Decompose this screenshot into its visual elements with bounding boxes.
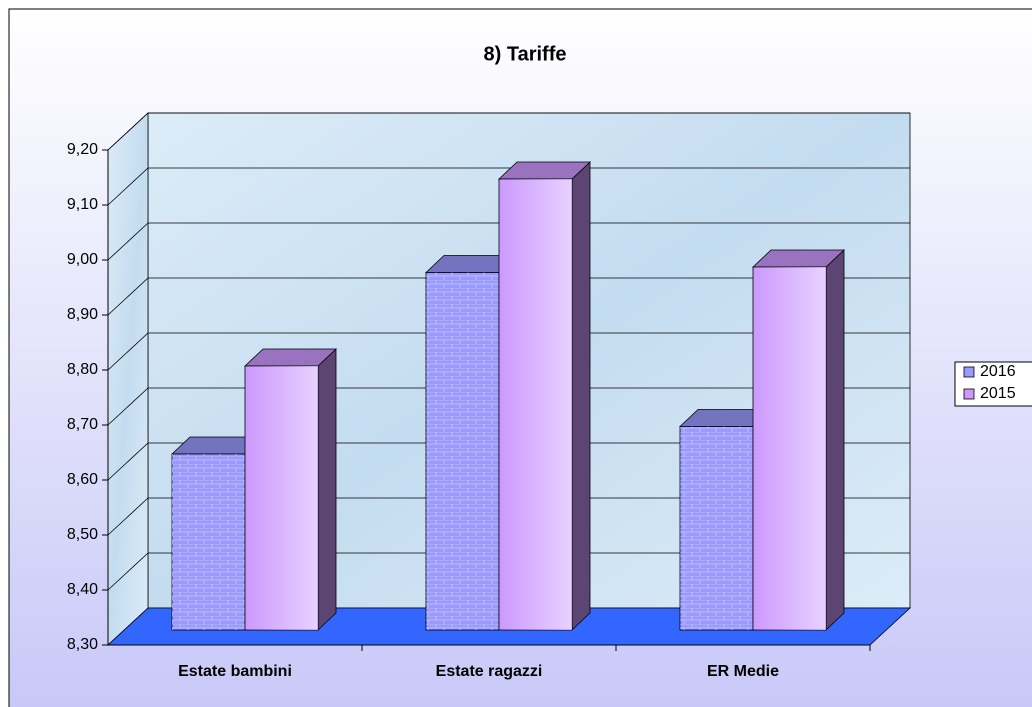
- x-tick-label: ER Medie: [707, 663, 779, 680]
- legend-label: 2015: [980, 385, 1016, 402]
- x-tick-label: Estate bambini: [178, 663, 292, 680]
- legend-swatch: [963, 388, 975, 400]
- y-tick-label: 8,30: [67, 636, 98, 653]
- bar-texture: [499, 179, 572, 630]
- grid-line: [107, 112, 910, 151]
- bar-side: [825, 249, 845, 631]
- y-tick-label: 8,60: [67, 471, 98, 488]
- y-tick-label: 8,80: [67, 361, 98, 378]
- bar-texture: [753, 267, 826, 630]
- x-tick-label: Estate ragazzi: [436, 663, 543, 680]
- grid-line: [107, 332, 910, 371]
- grid-line: [107, 442, 910, 481]
- legend-label: 2016: [980, 363, 1016, 380]
- y-tick-label: 9,20: [67, 141, 98, 158]
- bar-texture: [245, 366, 318, 630]
- side-wall: [107, 112, 149, 646]
- bar-side: [317, 348, 337, 631]
- y-tick-label: 8,70: [67, 416, 98, 433]
- grid-line: [107, 277, 910, 316]
- y-tick-label: 8,40: [67, 581, 98, 598]
- grid-line: [107, 387, 910, 426]
- y-tick-label: 8,50: [67, 526, 98, 543]
- grid-line: [107, 167, 910, 206]
- grid-line: [107, 497, 910, 536]
- grid-line: [107, 552, 910, 591]
- bar-texture: [426, 272, 499, 630]
- bar-texture: [172, 454, 245, 630]
- y-tick-label: 8,90: [67, 306, 98, 323]
- bar-side: [571, 161, 591, 631]
- y-tick-label: 9,00: [67, 251, 98, 268]
- y-tick-label: 9,10: [67, 196, 98, 213]
- grid-line: [107, 222, 910, 261]
- chart-title: 8) Tariffe: [484, 43, 567, 65]
- legend-swatch: [963, 366, 975, 378]
- bar-texture: [680, 426, 753, 630]
